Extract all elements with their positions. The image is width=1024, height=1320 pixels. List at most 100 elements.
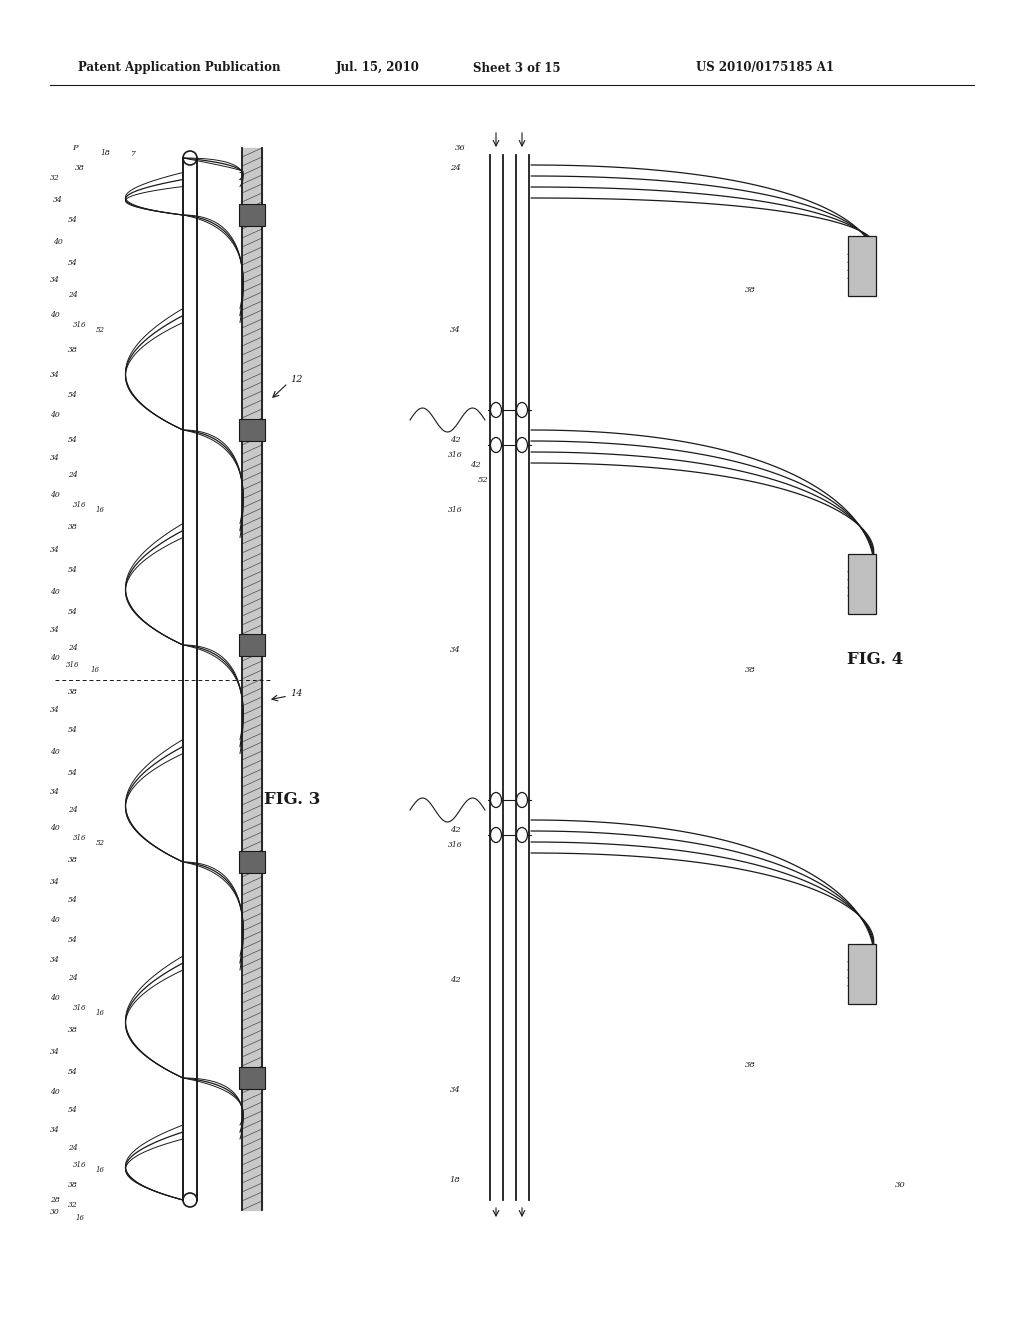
- Text: 34: 34: [450, 1086, 461, 1094]
- Bar: [848, 554, 876, 614]
- Text: 316: 316: [74, 502, 87, 510]
- Text: 54: 54: [69, 436, 78, 444]
- Text: 18: 18: [450, 1176, 461, 1184]
- Text: 52: 52: [95, 326, 104, 334]
- Text: P: P: [72, 144, 78, 152]
- Text: 34: 34: [50, 626, 59, 634]
- Text: 24: 24: [69, 644, 78, 652]
- Bar: [239, 634, 265, 656]
- Text: 52: 52: [477, 477, 488, 484]
- Text: 34: 34: [50, 788, 59, 796]
- Text: 316: 316: [74, 321, 87, 329]
- Text: 54: 54: [69, 216, 78, 224]
- Text: 40: 40: [50, 491, 59, 499]
- Bar: [239, 851, 265, 873]
- Text: 34: 34: [50, 546, 59, 554]
- Ellipse shape: [490, 792, 502, 808]
- Text: 40: 40: [50, 994, 59, 1002]
- Text: 40: 40: [50, 653, 59, 663]
- Text: US 2010/0175185 A1: US 2010/0175185 A1: [696, 62, 834, 74]
- Text: 38: 38: [69, 688, 78, 696]
- Text: 316: 316: [67, 661, 80, 669]
- Text: 40: 40: [50, 312, 59, 319]
- Text: 16: 16: [95, 1166, 104, 1173]
- Text: 16: 16: [95, 506, 104, 513]
- Bar: [239, 1067, 265, 1089]
- Text: 40: 40: [50, 587, 59, 597]
- Text: 54: 54: [69, 726, 78, 734]
- Text: 24: 24: [69, 290, 78, 300]
- Text: 316: 316: [447, 451, 462, 459]
- Text: 38: 38: [75, 164, 85, 172]
- Text: 34: 34: [50, 956, 59, 964]
- Text: 7: 7: [131, 150, 135, 158]
- Ellipse shape: [516, 437, 527, 453]
- Text: Sheet 3 of 15: Sheet 3 of 15: [473, 62, 561, 74]
- Text: 54: 54: [69, 936, 78, 944]
- Text: 54: 54: [69, 391, 78, 399]
- Text: 40: 40: [53, 238, 62, 246]
- Text: 316: 316: [74, 1005, 87, 1012]
- Text: 36: 36: [455, 144, 465, 152]
- Text: 30: 30: [50, 1208, 59, 1216]
- Text: 28: 28: [50, 1196, 59, 1204]
- Text: 34: 34: [50, 878, 59, 886]
- Text: 40: 40: [50, 748, 59, 756]
- Bar: [239, 205, 265, 226]
- Text: 24: 24: [69, 974, 78, 982]
- Text: 34: 34: [450, 326, 461, 334]
- Text: 38: 38: [744, 286, 756, 294]
- Text: 24: 24: [450, 164, 461, 172]
- Text: 52: 52: [95, 840, 104, 847]
- Text: 54: 54: [69, 609, 78, 616]
- Text: 24: 24: [69, 1144, 78, 1152]
- Text: 54: 54: [69, 259, 78, 267]
- Text: 34: 34: [50, 454, 59, 462]
- Text: 14: 14: [290, 689, 302, 697]
- Bar: [848, 944, 876, 1003]
- Text: 16: 16: [90, 667, 99, 675]
- Text: 54: 54: [69, 1106, 78, 1114]
- Text: 38: 38: [69, 1181, 78, 1189]
- Text: 24: 24: [69, 471, 78, 479]
- Text: 42: 42: [450, 436, 461, 444]
- Ellipse shape: [490, 403, 502, 417]
- Text: 40: 40: [50, 1088, 59, 1096]
- Text: 34: 34: [50, 371, 59, 379]
- Text: 16: 16: [76, 1214, 85, 1222]
- Text: 34: 34: [50, 1126, 59, 1134]
- Text: 34: 34: [50, 1048, 59, 1056]
- Text: 24: 24: [69, 807, 78, 814]
- Text: 42: 42: [470, 461, 480, 469]
- Text: 12: 12: [290, 375, 302, 384]
- Text: 38: 38: [744, 1061, 756, 1069]
- Text: 38: 38: [69, 855, 78, 865]
- Ellipse shape: [516, 792, 527, 808]
- Ellipse shape: [490, 828, 502, 842]
- Text: 40: 40: [50, 916, 59, 924]
- Bar: [239, 418, 265, 441]
- Ellipse shape: [516, 828, 527, 842]
- Text: 38: 38: [69, 1026, 78, 1034]
- Text: FIG. 3: FIG. 3: [264, 792, 321, 808]
- Text: 54: 54: [69, 1068, 78, 1076]
- Text: 30: 30: [895, 1181, 905, 1189]
- Text: FIG. 4: FIG. 4: [847, 652, 903, 668]
- Text: 54: 54: [69, 566, 78, 574]
- Text: 34: 34: [50, 706, 59, 714]
- Text: 16: 16: [95, 1008, 104, 1016]
- Text: 18: 18: [100, 149, 110, 157]
- Text: 42: 42: [450, 975, 461, 983]
- Text: 42: 42: [450, 826, 461, 834]
- Text: 40: 40: [50, 824, 59, 832]
- Text: Patent Application Publication: Patent Application Publication: [78, 62, 281, 74]
- Text: Jul. 15, 2010: Jul. 15, 2010: [336, 62, 420, 74]
- Text: 34: 34: [450, 645, 461, 653]
- Text: 32: 32: [50, 174, 59, 182]
- Text: 54: 54: [69, 770, 78, 777]
- Text: 38: 38: [69, 346, 78, 354]
- Text: 316: 316: [74, 1162, 87, 1170]
- Text: 34: 34: [53, 195, 62, 205]
- Text: 316: 316: [447, 506, 462, 513]
- Ellipse shape: [490, 437, 502, 453]
